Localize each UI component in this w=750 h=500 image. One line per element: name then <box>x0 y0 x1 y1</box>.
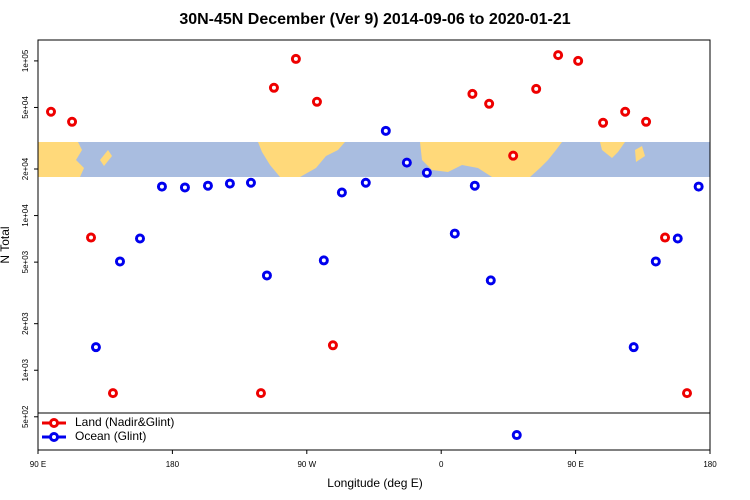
legend-label: Ocean (Glint) <box>75 429 146 443</box>
data-point <box>620 106 631 117</box>
data-point <box>179 182 190 193</box>
data-point <box>672 233 683 244</box>
data-point <box>156 181 167 192</box>
x-tick-label: 90 E <box>30 460 46 469</box>
legend-label: Land (Nadir&Glint) <box>75 415 174 429</box>
x-tick-label: 0 <box>439 460 444 469</box>
data-point <box>467 88 478 99</box>
data-point <box>202 180 213 191</box>
data-point <box>660 232 671 243</box>
data-point <box>261 270 272 281</box>
data-point <box>650 256 661 267</box>
data-point <box>682 388 693 399</box>
data-point <box>45 106 56 117</box>
data-point <box>628 342 639 353</box>
y-tick-label: 5e+04 <box>21 96 30 119</box>
data-point <box>318 255 329 266</box>
x-tick-label: 90 W <box>297 460 316 469</box>
data-point <box>290 53 301 64</box>
data-point <box>90 342 101 353</box>
data-point <box>134 233 145 244</box>
data-point <box>380 125 391 136</box>
data-point <box>107 388 118 399</box>
data-point <box>67 116 78 127</box>
y-tick-label: 2e+04 <box>21 157 30 180</box>
y-tick-label: 1e+03 <box>21 358 30 381</box>
data-point <box>598 117 609 128</box>
data-point <box>401 157 412 168</box>
data-point <box>86 232 97 243</box>
x-axis-label: Longitude (deg E) <box>327 476 422 490</box>
y-axis-label: N Total <box>0 226 12 263</box>
data-point <box>268 82 279 93</box>
y-tick-label: 5e+02 <box>21 405 30 428</box>
legend-marker <box>49 418 59 428</box>
data-point <box>508 150 519 161</box>
data-point <box>311 96 322 107</box>
data-point <box>224 178 235 189</box>
map-strip <box>38 142 710 177</box>
data-point <box>469 180 480 191</box>
legend-marker <box>49 432 59 442</box>
x-tick-label: 90 E <box>567 460 583 469</box>
y-tick-label: 2e+03 <box>21 312 30 335</box>
data-point <box>449 228 460 239</box>
chart-title: 30N-45N December (Ver 9) 2014-09-06 to 2… <box>179 11 570 28</box>
x-tick-label: 180 <box>166 460 180 469</box>
data-point <box>114 256 125 267</box>
y-tick-label: 1e+05 <box>21 49 30 72</box>
y-tick-label: 1e+04 <box>21 204 30 227</box>
data-point <box>255 388 266 399</box>
data-point <box>327 340 338 351</box>
data-point <box>531 83 542 94</box>
data-point <box>553 50 564 61</box>
data-point <box>245 177 256 188</box>
data-point <box>421 167 432 178</box>
data-point <box>484 98 495 109</box>
plot-frame <box>37 39 711 451</box>
data-point <box>641 116 652 127</box>
data-point <box>336 187 347 198</box>
y-tick-label: 5e+03 <box>21 250 30 273</box>
x-tick-label: 180 <box>703 460 717 469</box>
data-point <box>693 181 704 192</box>
data-point <box>573 55 584 66</box>
data-point <box>485 275 496 286</box>
data-point <box>511 430 522 441</box>
data-point <box>360 177 371 188</box>
